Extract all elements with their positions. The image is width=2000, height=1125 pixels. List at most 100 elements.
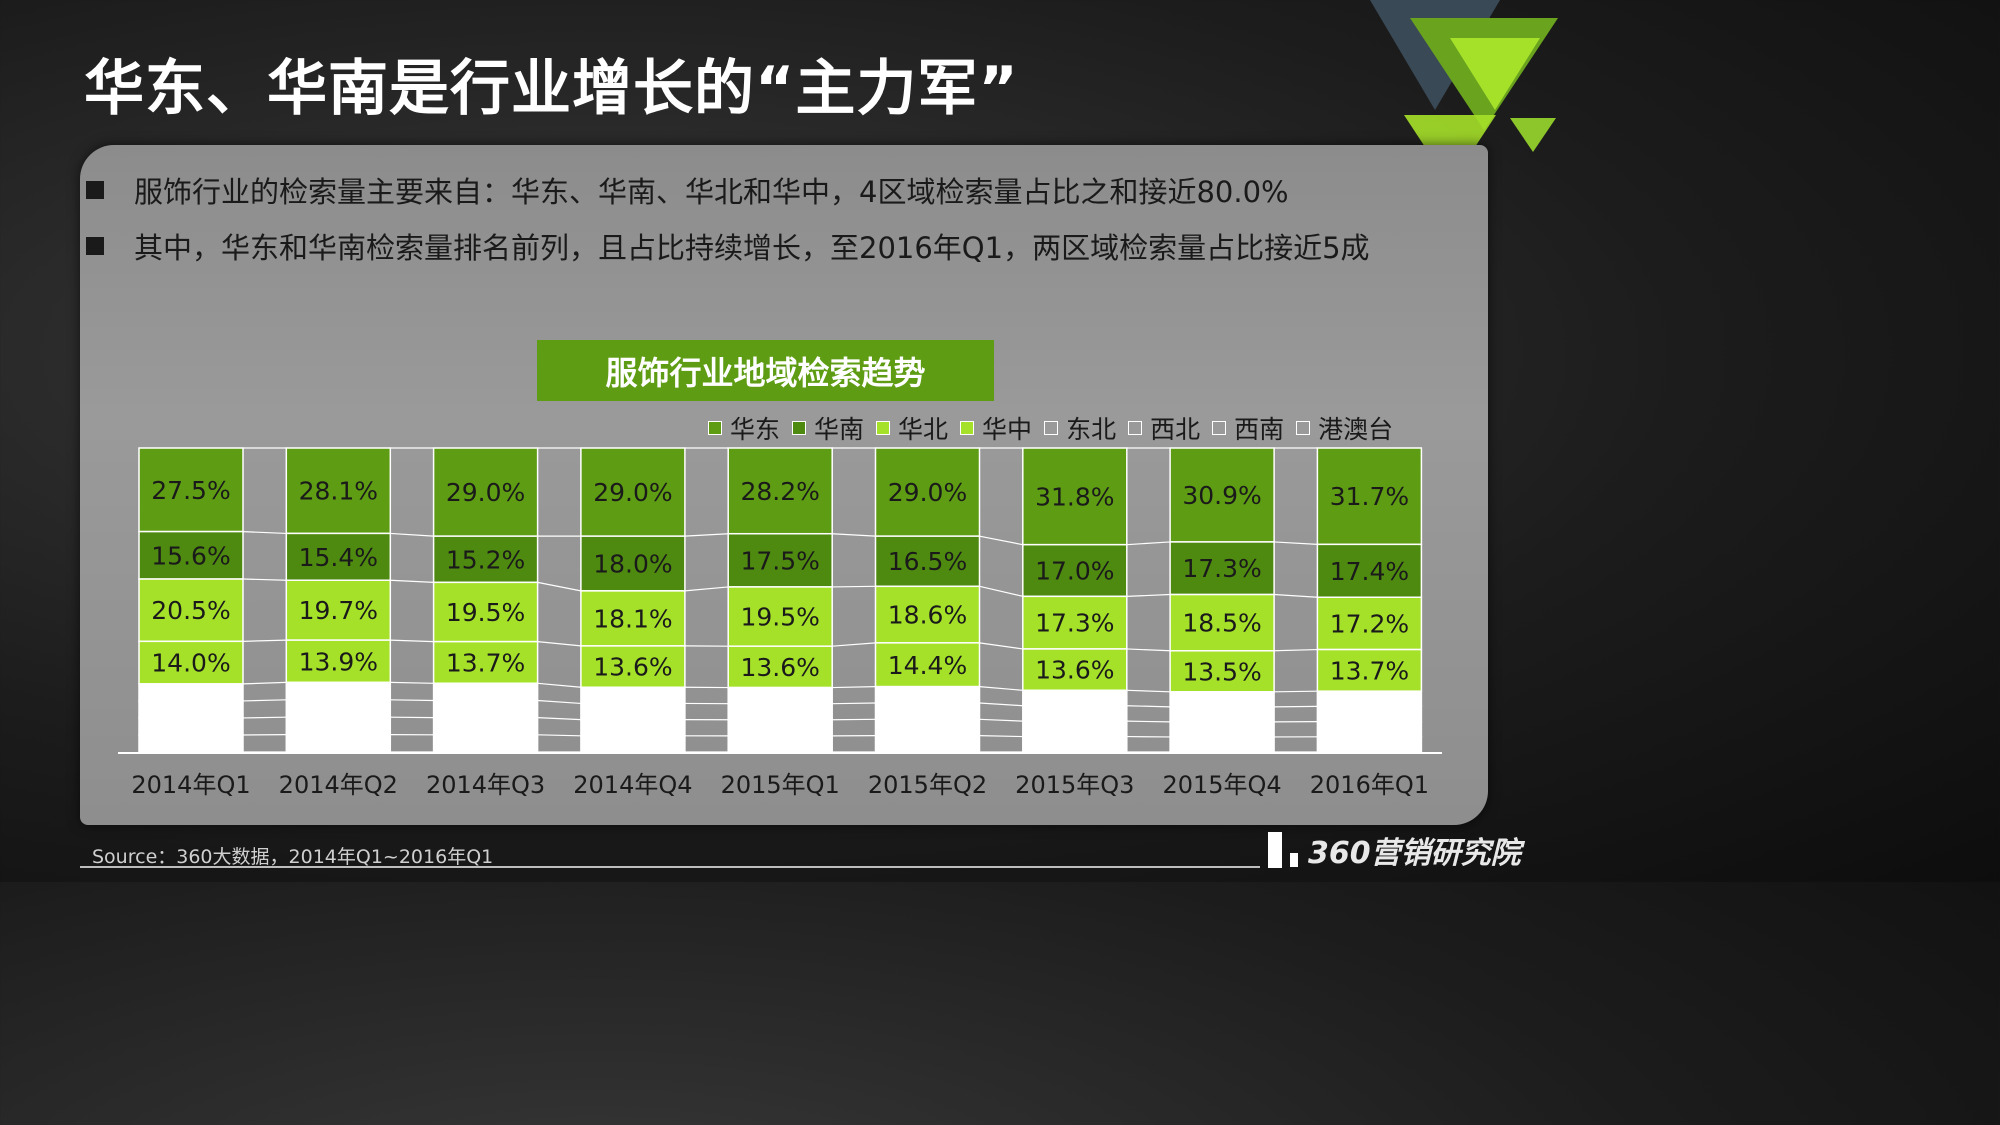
bar-segment [727,645,833,689]
bar-segment [1316,705,1423,723]
bar-segment [874,685,981,704]
data-label: 28.2% [740,477,819,506]
bar-segment [138,640,244,685]
chart-legend: 华东 华南 华北 华中 东北 西北 西南 港澳台 [708,410,1405,446]
legend-label: 华东 [730,415,781,444]
legend-label: 华中 [982,415,1033,444]
connector-line [1126,648,1171,652]
data-label: 17.2% [1330,609,1409,638]
stacked-bar-chart: 27.5% 15.6% 20.5% 14.0% 28.1% 15.4% 19.7% 13.9%… [131,447,1430,799]
legend-item: 港澳台 [1296,410,1393,446]
footer-divider [80,866,1260,868]
connector-line [832,642,876,647]
data-label: 29.0% [888,478,967,507]
connector-line [242,531,287,535]
bullet-list: 服饰行业的检索量主要来自：华东、华南、华北和华中，4区域检索量占比之和接近80.… [84,162,1370,274]
connector-line [979,686,1023,691]
bar-segment [580,535,686,592]
connector-line [1274,690,1318,693]
legend-label: 东北 [1066,415,1117,444]
bullet-item: 服饰行业的检索量主要来自：华东、华南、华北和华中，4区域检索量占比之和接近80.… [84,162,1370,218]
legend-label: 西南 [1234,415,1285,444]
x-tick-label: 2015年Q4 [1162,771,1281,799]
legend-swatch [792,421,807,435]
data-label: 17.4% [1330,557,1409,586]
data-label: 17.5% [740,546,819,575]
data-label: 13.6% [740,653,819,682]
data-label: 17.3% [1182,554,1261,583]
bar-segment [285,681,392,701]
bar-segment [1316,720,1423,738]
bar-segment [138,734,244,753]
bar-segment [1316,736,1423,753]
bar-segment [874,535,981,588]
connector-line [537,581,582,592]
connector-line [1126,705,1171,708]
legend-item: 华中 [960,410,1032,446]
x-tick-label: 2015年Q3 [1015,771,1134,799]
bar-segment [874,642,981,688]
bar-segment [874,702,981,721]
bar-segment [1169,736,1275,753]
connector-line [537,734,581,737]
legend-label: 华南 [814,415,865,444]
data-label: 28.1% [299,477,378,506]
connector-line [1274,541,1318,545]
bar-segment [580,702,686,721]
connector-line [1274,648,1318,652]
data-label: 15.2% [446,545,525,574]
connector-line [979,535,1023,546]
data-label: 18.1% [593,604,672,633]
connector-line [242,639,287,642]
bar-segment [727,686,833,705]
bar-segment [727,735,833,753]
connector-line [1274,593,1318,598]
x-tick-label: 2014年Q2 [279,771,398,799]
bullet-square-icon [86,237,104,255]
bar-segment [138,700,244,719]
bar-segment [727,702,833,721]
bar-segment [285,716,392,736]
bar-segment [285,699,392,718]
data-label: 19.5% [446,598,525,627]
x-tick-label: 2015年Q1 [721,771,840,799]
legend-item: 华东 [708,410,780,446]
data-label: 17.0% [1035,557,1114,586]
bar-segment [874,585,981,644]
bar-segment [1169,650,1275,693]
data-label: 29.0% [593,478,672,507]
bar-segment [1169,706,1275,723]
data-label: 15.4% [299,543,378,572]
connector-line [242,699,287,702]
bar-segment [1169,691,1275,708]
data-label: 13.7% [1330,656,1409,685]
bar-segment [432,699,539,719]
bar-segment [727,586,833,647]
bar-segment [138,717,244,736]
chart-title: 服饰行业地域检索趋势 [537,340,994,401]
connector-line [979,642,1023,650]
bar-segment [1022,704,1128,722]
logo-text: 360营销研究院 [1308,836,1521,871]
bar-segment [432,716,539,736]
legend-item: 华北 [876,410,948,446]
connector-line [979,702,1023,707]
bar-segment [285,733,392,753]
bar-segment [1316,690,1423,708]
data-label: 13.9% [299,647,378,676]
legend-swatch [1128,421,1143,435]
connector-line [390,532,434,537]
bar-segment [285,579,392,641]
connector-line [242,716,287,719]
x-tick-label: 2014年Q4 [573,771,692,799]
data-label: 19.7% [299,596,378,625]
data-label: 13.5% [1182,657,1261,686]
data-label: 19.5% [740,603,819,632]
x-tick-label: 2014年Q1 [131,771,250,799]
bar-segment [1022,447,1128,546]
bar-segment [432,682,539,702]
bar-segment [727,719,833,737]
bar-segment [138,447,244,533]
bar-segment [874,734,981,753]
connector-line [537,699,581,705]
